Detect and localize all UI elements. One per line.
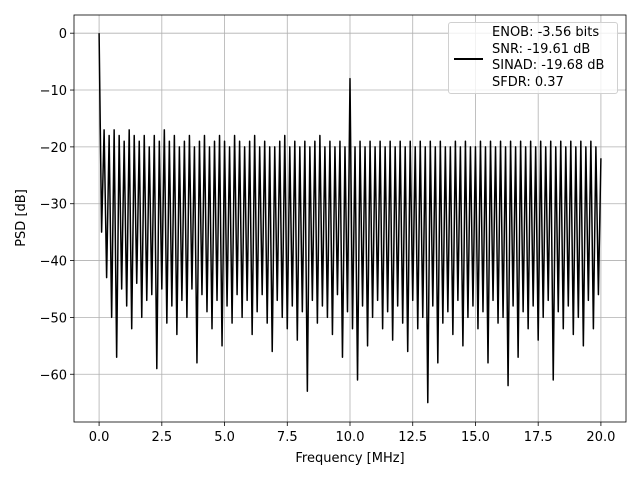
y-tick-label: −60	[40, 368, 67, 383]
x-axis-label: Frequency [MHz]	[295, 451, 404, 466]
x-tick-label: 7.5	[277, 430, 298, 445]
psd-line	[98, 33, 602, 404]
y-tick-label: −30	[40, 198, 67, 213]
y-tick-label: −10	[40, 84, 67, 99]
y-axis-label: PSD [dB]	[14, 189, 29, 247]
x-tick-label: 0.0	[89, 430, 110, 445]
x-tick-label: 5.0	[214, 430, 235, 445]
x-tick-label: 2.5	[151, 430, 172, 445]
axes-frame	[73, 14, 627, 423]
legend-label: ENOB: -3.56 bits SNR: -19.61 dB SINAD: -…	[492, 25, 605, 90]
x-tick-label: 20.0	[586, 430, 615, 445]
x-tick-label: 10.0	[336, 430, 365, 445]
legend-swatch	[454, 58, 483, 60]
y-tick-label: −20	[40, 141, 67, 156]
y-tick-label: 0	[59, 27, 67, 42]
y-tick-label: −50	[40, 311, 67, 326]
x-tick-label: 12.5	[398, 430, 427, 445]
y-tick-label: −40	[40, 255, 67, 270]
legend: ENOB: -3.56 bits SNR: -19.61 dB SINAD: -…	[448, 22, 618, 94]
x-tick-label: 15.0	[461, 430, 490, 445]
x-tick-label: 17.5	[524, 430, 553, 445]
